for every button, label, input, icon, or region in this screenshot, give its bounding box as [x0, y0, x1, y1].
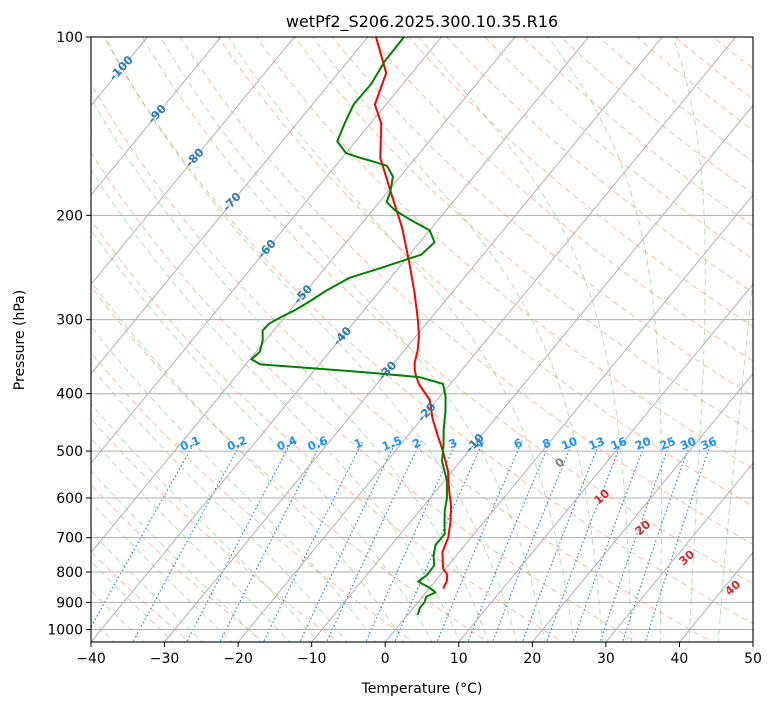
x-axis-label: Temperature (°C)	[361, 681, 483, 697]
x-tick-label: −40	[76, 651, 106, 667]
y-tick-label: 700	[56, 531, 83, 547]
y-tick-label: 500	[56, 444, 83, 460]
y-tick-label: 1000	[47, 622, 83, 638]
y-tick-label: 100	[56, 30, 83, 46]
x-tick-label: −20	[223, 651, 253, 667]
y-tick-label: 400	[56, 387, 83, 403]
y-axis-label: Pressure (hPa)	[12, 290, 28, 390]
x-tick-label: 50	[744, 651, 762, 667]
x-tick-label: −30	[150, 651, 180, 667]
y-tick-label: 300	[56, 313, 83, 329]
y-tick-label: 200	[56, 208, 83, 224]
x-tick-label: 0	[381, 651, 390, 667]
x-tick-label: 40	[671, 651, 689, 667]
y-tick-label: 600	[56, 491, 83, 507]
x-tick-label: 30	[597, 651, 615, 667]
x-tick-label: 20	[523, 651, 541, 667]
chart-title: wetPf2_S206.2025.300.10.35.R16	[286, 12, 558, 32]
y-tick-label: 800	[56, 565, 83, 581]
y-tick-label: 900	[56, 595, 83, 611]
x-tick-label: −10	[297, 651, 327, 667]
x-tick-label: 10	[450, 651, 468, 667]
